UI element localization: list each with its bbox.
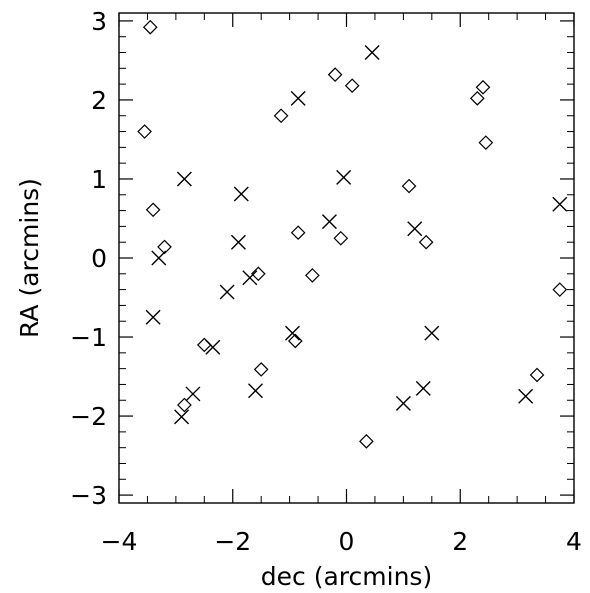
y-tick-label: −2 [70,402,107,431]
cross-point [248,383,263,399]
cross-point [336,169,352,185]
data-points [137,19,568,449]
x-tick-label: 2 [452,527,468,556]
diamond-point [529,367,545,383]
cross-point [185,386,201,402]
tick-labels: −4 −2 0 2 4 −3 −2 −1 0 1 2 3 [70,7,582,556]
diamond-point [137,124,152,139]
cross-point [321,214,337,230]
diamond-point [196,337,212,353]
diamond-point [250,266,266,282]
diamond-point [142,19,158,35]
x-axis-label: dec (arcmins) [261,562,432,591]
y-tick-label: −3 [70,481,107,510]
y-tick-label: 1 [91,165,107,194]
diamond-point [287,333,303,349]
tick-marks [118,13,575,503]
diamond-point [478,135,494,150]
cross-point [407,221,423,237]
diamond-point [177,397,192,413]
y-axis-label: RA (arcmins) [15,178,44,338]
cross-point [284,325,300,341]
diamond-point [552,282,568,297]
diamond-point [327,67,343,82]
diamond-point [359,434,374,449]
diamond-point [253,362,269,377]
y-tick-label: 2 [91,86,107,115]
diamond-point [157,239,172,255]
cross-point [290,90,306,106]
cross-point [151,250,167,266]
y-tick-label: 3 [91,7,107,36]
x-tick-label: 4 [566,527,582,556]
diamond-point [333,230,349,246]
cross-point [364,45,380,61]
diamond-point [401,178,417,194]
diamond-point [305,268,320,283]
diamond-point [344,78,360,94]
plot-frame [118,12,575,504]
cross-point [518,388,534,404]
cross-point [145,309,161,325]
cross-point [176,171,192,187]
cross-point [174,409,190,425]
cross-point [424,325,440,341]
diamond-point [475,79,491,95]
diamond-point [418,234,434,250]
diamond-point [145,202,161,218]
cross-point [205,339,221,355]
cross-point [415,380,431,396]
cross-point [242,270,258,286]
y-tick-label: 0 [91,244,107,273]
cross-point [233,186,249,202]
cross-point [219,284,235,300]
cross-point [230,234,246,250]
cross-point [395,395,411,411]
x-tick-label: −2 [214,527,251,556]
x-tick-label: 0 [339,527,355,556]
diamond-point [273,108,289,124]
diamond-point [469,91,485,106]
diamond-point [290,225,306,241]
cross-point [552,196,568,212]
y-tick-label: −1 [70,323,107,352]
x-tick-label: −4 [101,527,138,556]
